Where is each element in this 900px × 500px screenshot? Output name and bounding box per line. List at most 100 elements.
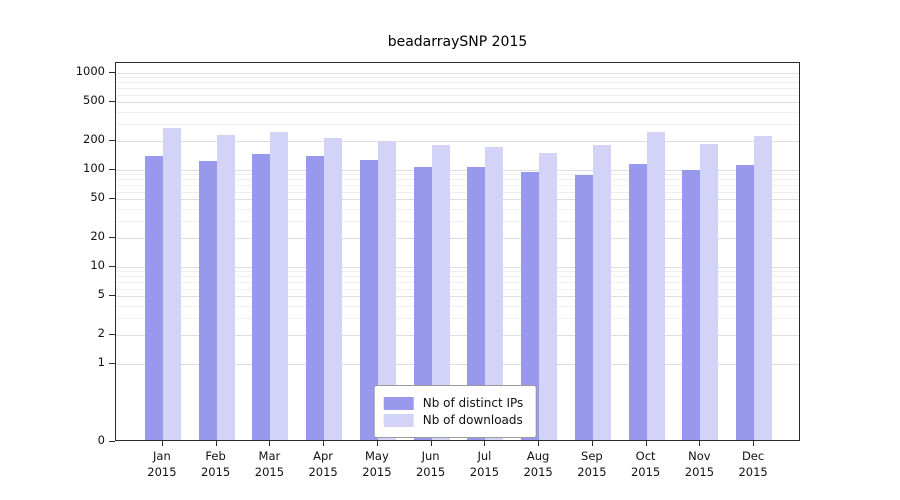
x-axis-tick-label-month: Dec xyxy=(741,449,765,463)
gridline-minor xyxy=(116,305,799,307)
y-axis-tick-mark xyxy=(109,101,115,103)
gridline-major xyxy=(116,364,799,365)
gridline-minor xyxy=(116,271,799,273)
x-axis-tick-mark xyxy=(161,441,163,446)
y-axis-tick-mark xyxy=(109,441,115,442)
x-axis-tick-label-month: Mar xyxy=(258,449,281,463)
gridline-major xyxy=(116,170,799,171)
legend-entry-distinct-ips: Nb of distinct IPs xyxy=(383,396,524,410)
y-axis-tick-mark xyxy=(109,169,115,170)
x-axis-tick-label-month: Aug xyxy=(526,449,550,463)
y-axis-tick-mark xyxy=(109,139,115,141)
bar-downloads xyxy=(646,132,665,440)
gridline-major xyxy=(116,267,799,268)
y-axis-tick-label: 500 xyxy=(83,93,105,108)
gridline-minor xyxy=(116,317,799,319)
x-axis-tick-label-year: 2015 xyxy=(308,465,338,479)
x-axis-tick-mark xyxy=(269,441,271,446)
x-axis-tick-label-year: 2015 xyxy=(200,465,231,479)
gridline-minor xyxy=(116,82,799,84)
x-axis-tick-mark xyxy=(699,441,701,446)
gridline-major xyxy=(116,73,799,74)
gridline-minor xyxy=(116,191,799,193)
x-axis-tick-mark xyxy=(645,441,647,446)
legend: Nb of distinct IPs Nb of downloads xyxy=(373,385,537,438)
x-axis-tick-mark xyxy=(484,441,486,446)
gridline-major xyxy=(116,296,799,298)
legend-label-downloads: Nb of downloads xyxy=(422,413,523,427)
bar-downloads xyxy=(431,144,450,440)
x-axis-tick-label-month: May xyxy=(365,449,389,463)
bar-distinct-ips xyxy=(467,167,486,440)
x-axis-tick-label-month: Feb xyxy=(205,449,226,463)
y-axis-tick-label: 100 xyxy=(83,161,105,175)
x-axis-tick-label-year: 2015 xyxy=(577,465,607,479)
gridline-minor xyxy=(116,111,799,113)
legend-label-distinct-ips: Nb of distinct IPs xyxy=(422,396,524,410)
gridline-major xyxy=(116,140,799,142)
x-axis-tick-label-year: 2015 xyxy=(523,465,553,479)
gridline-minor xyxy=(116,185,799,186)
bar-distinct-ips xyxy=(198,160,217,440)
plot-area xyxy=(115,62,800,441)
bar-downloads xyxy=(377,141,396,440)
x-axis-tick-label-year: 2015 xyxy=(469,465,500,479)
bar-downloads xyxy=(700,144,719,440)
y-axis-tick-mark xyxy=(109,72,115,73)
bar-distinct-ips xyxy=(736,164,755,440)
x-axis-tick-label-year: 2015 xyxy=(738,465,768,479)
x-axis-tick-label-month: Jun xyxy=(421,449,440,463)
gridline-major xyxy=(116,102,799,104)
y-axis-tick-label: 0 xyxy=(97,433,105,447)
bar-distinct-ips xyxy=(521,171,540,440)
y-axis-tick-label: 5 xyxy=(97,287,105,302)
x-axis-tick-mark xyxy=(753,441,755,446)
x-axis-tick-label-month: Jan xyxy=(153,449,171,463)
x-axis-tick-mark xyxy=(323,441,325,446)
y-axis-tick-mark xyxy=(109,333,115,335)
gridline-minor xyxy=(116,94,799,96)
gridline-minor xyxy=(116,88,799,89)
x-axis-tick-mark xyxy=(215,441,217,446)
y-axis-tick-label: 20 xyxy=(90,228,105,243)
y-axis-tick-mark xyxy=(109,198,115,200)
bar-downloads xyxy=(216,134,235,440)
gridline-minor xyxy=(116,208,799,210)
x-axis-tick-mark xyxy=(376,441,378,446)
x-axis-tick-label-month: Sep xyxy=(581,449,603,463)
gridline-major xyxy=(116,237,799,239)
bar-distinct-ips xyxy=(252,153,271,440)
gridline-minor xyxy=(116,282,799,283)
x-axis-tick-label-year: 2015 xyxy=(684,465,715,479)
y-axis-tick-mark xyxy=(109,266,115,267)
chart-title: beadarraySNP 2015 xyxy=(387,34,528,50)
x-axis-tick-mark xyxy=(538,441,540,446)
bar-distinct-ips xyxy=(682,170,701,440)
y-axis-tick-label: 1000 xyxy=(75,64,105,78)
bar-downloads xyxy=(592,145,611,440)
bar-distinct-ips xyxy=(359,159,378,440)
x-axis-tick-label-month: Oct xyxy=(635,449,656,463)
gridline-minor xyxy=(116,77,799,79)
gridline-minor xyxy=(116,288,799,290)
y-axis-tick-mark xyxy=(109,236,115,238)
gridline-minor xyxy=(116,123,799,125)
bar-distinct-ips xyxy=(306,156,325,440)
y-axis-tick-mark xyxy=(109,295,115,297)
x-axis-tick-label-month: Apr xyxy=(313,449,334,463)
bar-downloads xyxy=(754,136,773,440)
y-axis-tick-label: 200 xyxy=(83,131,105,146)
x-axis-tick-mark xyxy=(430,441,432,446)
gridline-minor xyxy=(116,220,799,222)
legend-swatch-downloads xyxy=(383,413,414,427)
bar-downloads xyxy=(162,128,181,440)
bar-downloads xyxy=(270,131,289,440)
x-axis-tick-label-year: 2015 xyxy=(415,465,446,479)
y-axis-tick-mark xyxy=(109,363,115,364)
bar-distinct-ips xyxy=(574,175,593,440)
y-axis-tick-label: 2 xyxy=(97,325,105,340)
x-axis-tick-label-year: 2015 xyxy=(147,465,177,479)
bar-downloads xyxy=(324,138,343,440)
bar-distinct-ips xyxy=(628,163,647,440)
